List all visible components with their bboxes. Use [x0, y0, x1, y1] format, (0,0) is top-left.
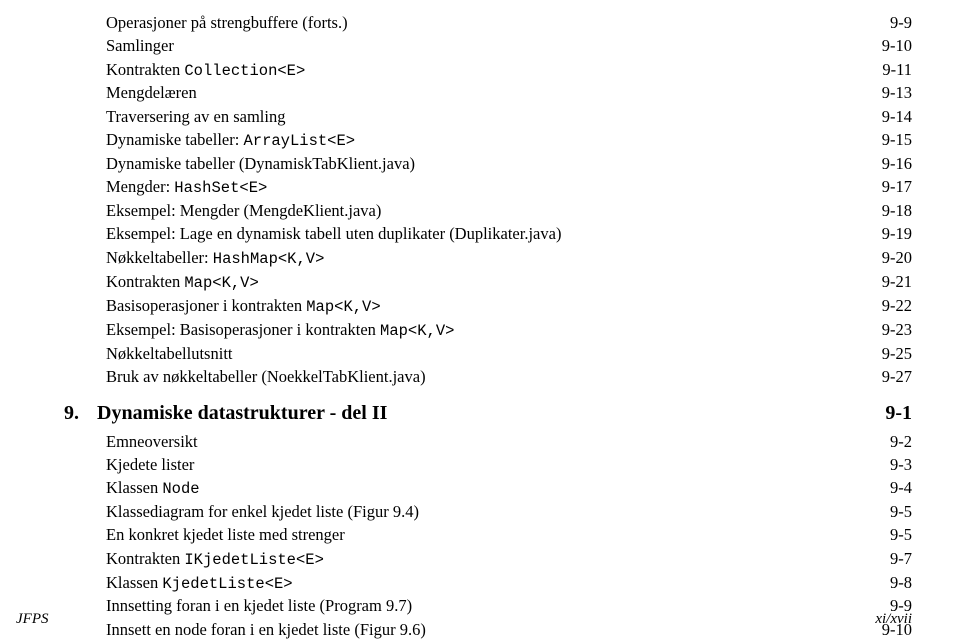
toc-entry: Kontrakten Map<K,V> 9-21 [64, 271, 912, 293]
toc-entry-label: Nøkkeltabeller: HashMap<K,V> [106, 247, 324, 269]
toc-entry-label: Klassen KjedetListe<E> [106, 572, 293, 594]
toc-entry-page: 9-22 [882, 295, 912, 317]
toc-entry-page: 9-10 [882, 35, 912, 57]
toc-entry: Emneoversikt 9-2 [64, 431, 912, 453]
toc-entry-page: 9-7 [890, 548, 912, 570]
toc-entry: Basisoperasjoner i kontrakten Map<K,V> 9-… [64, 295, 912, 317]
toc-entry-label: Kjedete lister [106, 454, 194, 476]
toc-entry-page: 9-25 [882, 343, 912, 365]
toc-entry: Klassen KjedetListe<E> 9-8 [64, 572, 912, 594]
chapter-page: 9-1 [885, 402, 912, 425]
toc-entry: Eksempel: Mengder (MengdeKlient.java) 9-1… [64, 200, 912, 222]
toc-entry-page: 9-9 [890, 12, 912, 34]
toc-entry-page: 9-23 [882, 319, 912, 341]
toc-entry-page: 9-15 [882, 129, 912, 151]
toc-entry-page: 9-20 [882, 247, 912, 269]
toc-entry-page: 9-5 [890, 524, 912, 546]
footer-right: xi/xvii [875, 611, 912, 628]
toc-entry: Dynamiske tabeller: ArrayList<E> 9-15 [64, 129, 912, 151]
toc-entry-page: 9-17 [882, 176, 912, 198]
toc-entry: Dynamiske tabeller (DynamiskTabKlient.ja… [64, 153, 912, 175]
table-of-contents: Operasjoner på strengbuffere (forts.) 9-9… [64, 12, 912, 641]
chapter-number: 9. [64, 402, 79, 425]
toc-entry: Nøkkeltabeller: HashMap<K,V> 9-20 [64, 247, 912, 269]
toc-entry: Mengdelæren 9-13 [64, 82, 912, 104]
toc-entry: Klassediagram for enkel kjedet liste (Fi… [64, 501, 912, 523]
toc-entry-page: 9-11 [882, 59, 912, 81]
toc-entry: Operasjoner på strengbuffere (forts.) 9-9 [64, 12, 912, 34]
toc-entry-label: Mengder: HashSet<E> [106, 176, 267, 198]
toc-entry-label: Kontrakten IKjedetListe<E> [106, 548, 324, 570]
toc-entry: Traversering av en samling 9-14 [64, 106, 912, 128]
toc-entry-label: Eksempel: Basisoperasjoner i kontrakten … [106, 319, 454, 341]
toc-entry-page: 9-18 [882, 200, 912, 222]
toc-entry: Eksempel: Lage en dynamisk tabell uten d… [64, 223, 912, 245]
toc-entry-label: Emneoversikt [106, 431, 198, 453]
toc-entry: Bruk av nøkkeltabeller (NoekkelTabKlient… [64, 366, 912, 388]
toc-entry-page: 9-27 [882, 366, 912, 388]
toc-entry-page: 9-16 [882, 153, 912, 175]
toc-entry: Samlinger 9-10 [64, 35, 912, 57]
page-footer: JFPS xi/xvii [16, 611, 912, 628]
toc-entry-label: Traversering av en samling [106, 106, 285, 128]
toc-entry-label: Mengdelæren [106, 82, 197, 104]
toc-entry-page: 9-8 [890, 572, 912, 594]
chapter-heading: 9. Dynamiske datastrukturer - del II 9-1 [64, 402, 912, 425]
chapter-title: Dynamiske datastrukturer - del II [97, 402, 392, 425]
toc-entry-label: Dynamiske tabeller (DynamiskTabKlient.ja… [106, 153, 415, 175]
toc-entry-label: Dynamiske tabeller: ArrayList<E> [106, 129, 355, 151]
toc-entry-label: Nøkkeltabellutsnitt [106, 343, 232, 365]
toc-entry: Kontrakten IKjedetListe<E> 9-7 [64, 548, 912, 570]
toc-entry-page: 9-21 [882, 271, 912, 293]
toc-entry-label: En konkret kjedet liste med strenger [106, 524, 345, 546]
toc-entry-page: 9-5 [890, 501, 912, 523]
toc-entry-page: 9-19 [882, 223, 912, 245]
toc-entry: Kjedete lister 9-3 [64, 454, 912, 476]
toc-entry-label: Klassen Node [106, 477, 200, 499]
toc-entry-label: Eksempel: Lage en dynamisk tabell uten d… [106, 223, 561, 245]
toc-entry-label: Eksempel: Mengder (MengdeKlient.java) [106, 200, 381, 222]
toc-entry-label: Klassediagram for enkel kjedet liste (Fi… [106, 501, 419, 523]
toc-entry: Nøkkeltabellutsnitt 9-25 [64, 343, 912, 365]
toc-entry-label: Kontrakten Map<K,V> [106, 271, 259, 293]
toc-entry: Klassen Node 9-4 [64, 477, 912, 499]
toc-entry: Kontrakten Collection<E> 9-11 [64, 59, 912, 81]
toc-entry-label: Operasjoner på strengbuffere (forts.) [106, 12, 348, 34]
footer-left: JFPS [16, 611, 48, 628]
toc-entry-page: 9-3 [890, 454, 912, 476]
toc-entry: Mengder: HashSet<E> 9-17 [64, 176, 912, 198]
toc-entry-label: Bruk av nøkkeltabeller (NoekkelTabKlient… [106, 366, 426, 388]
toc-entry-page: 9-13 [882, 82, 912, 104]
toc-entry-page: 9-14 [882, 106, 912, 128]
toc-entry: Eksempel: Basisoperasjoner i kontrakten … [64, 319, 912, 341]
toc-entry: En konkret kjedet liste med strenger 9-5 [64, 524, 912, 546]
toc-entry-label: Basisoperasjoner i kontrakten Map<K,V> [106, 295, 381, 317]
toc-entry-label: Kontrakten Collection<E> [106, 59, 305, 81]
toc-entry-label: Samlinger [106, 35, 174, 57]
toc-entry-page: 9-4 [890, 477, 912, 499]
toc-entry-page: 9-2 [890, 431, 912, 453]
